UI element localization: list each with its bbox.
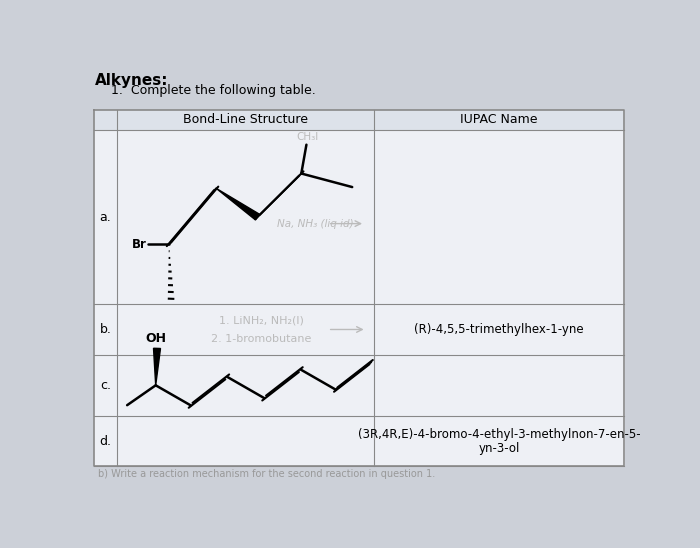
Bar [94, 355, 624, 416]
Text: IUPAC Name: IUPAC Name [461, 113, 538, 126]
Text: c.: c. [100, 379, 111, 392]
Text: yn-3-ol: yn-3-ol [478, 442, 519, 455]
Text: 1. LiNH₂, NH₂(l): 1. LiNH₂, NH₂(l) [218, 315, 304, 326]
Text: a.: a. [99, 210, 111, 224]
Bar [94, 305, 624, 355]
Text: Alkynes:: Alkynes: [95, 73, 169, 88]
Bar [94, 416, 624, 466]
Bar [94, 130, 624, 305]
Text: Na, NH₃ (liq·id): Na, NH₃ (liq·id) [277, 219, 354, 229]
Text: d.: d. [99, 435, 111, 448]
Text: (3R,4R,E)-4-bromo-4-ethyl-3-methylnon-7-en-5-: (3R,4R,E)-4-bromo-4-ethyl-3-methylnon-7-… [358, 429, 640, 442]
Polygon shape [216, 189, 260, 220]
Text: b) Write a reaction mechanism for the second reaction in question 1.: b) Write a reaction mechanism for the se… [97, 469, 435, 479]
Text: CH₃I: CH₃I [296, 132, 318, 141]
Polygon shape [153, 348, 160, 385]
Text: (R)-4,5,5-trimethylhex-1-yne: (R)-4,5,5-trimethylhex-1-yne [414, 323, 584, 336]
Text: Br: Br [132, 238, 146, 251]
Text: OH: OH [145, 332, 166, 345]
Text: Bond-Line Structure: Bond-Line Structure [183, 113, 308, 126]
Text: 2. 1-bromobutane: 2. 1-bromobutane [211, 334, 312, 344]
Text: 1.  Complete the following table.: 1. Complete the following table. [111, 84, 316, 97]
Text: b.: b. [99, 323, 111, 336]
Bar [94, 110, 624, 130]
